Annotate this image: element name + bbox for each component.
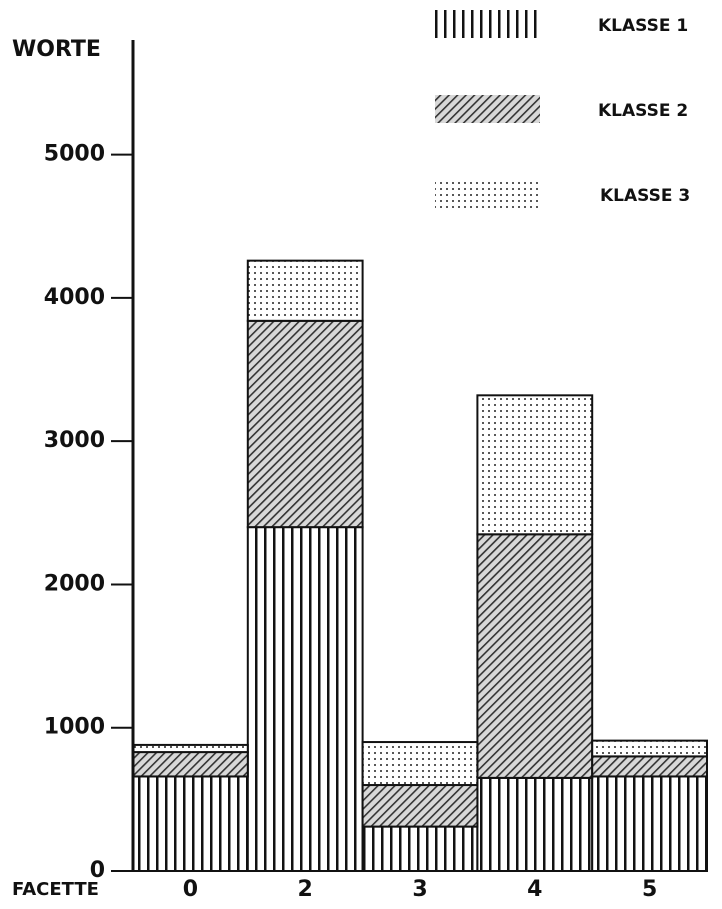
bar-segment: [476, 533, 594, 779]
legend-label: KLASSE 3: [600, 186, 690, 206]
bar-segment: [132, 751, 249, 778]
y-tick-label: 2000: [44, 571, 105, 596]
bar-segment: [132, 743, 249, 754]
bar-segment: [132, 775, 249, 872]
x-tick-label: 2: [298, 877, 313, 902]
bar-segment: [246, 259, 364, 322]
y-tick-label: 3000: [44, 428, 105, 453]
bar-segment: [361, 741, 479, 787]
bar-segment: [246, 526, 364, 872]
legend-label: KLASSE 1: [598, 16, 688, 36]
y-axis-label: WORTE: [12, 37, 101, 62]
bar-segment: [476, 776, 594, 872]
x-tick-label: 4: [527, 877, 542, 902]
bar-segment: [591, 739, 709, 758]
y-tick-label: 0: [90, 858, 105, 883]
bar-segment: [476, 394, 594, 536]
x-tick-label: 3: [412, 877, 427, 902]
y-tick-label: 5000: [44, 142, 105, 167]
bar-segment: [591, 775, 709, 872]
bar-segment: [361, 784, 479, 828]
legend-label: KLASSE 2: [598, 101, 688, 121]
x-tick-label: 5: [642, 877, 657, 902]
bar-segment: [246, 319, 364, 529]
bar-segment: [591, 755, 709, 778]
bar-segment: [361, 825, 479, 872]
legend-swatch: [435, 10, 540, 38]
legend-swatch: [435, 180, 540, 208]
legend-swatch: [435, 95, 540, 123]
x-axis-label: FACETTE: [12, 879, 99, 900]
y-tick-label: 4000: [44, 285, 105, 310]
x-tick-label: 0: [183, 877, 198, 902]
y-tick-label: 1000: [44, 715, 105, 740]
